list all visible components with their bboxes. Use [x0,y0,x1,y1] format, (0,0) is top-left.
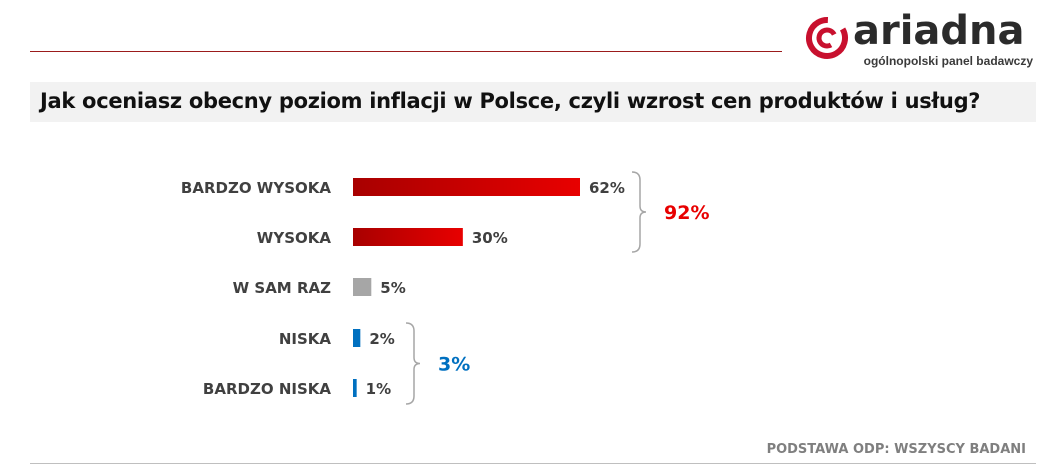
question-text: Jak oceniasz obecny poziom inflacji w Po… [40,89,981,113]
question-banner: Jak oceniasz obecny poziom inflacji w Po… [30,82,1036,122]
group-label-high-total: 92% [664,202,709,224]
bar-just-right [353,278,372,296]
value-label-very-high: 62% [589,179,625,197]
value-label-very-low: 1% [366,380,391,398]
category-label-low: NISKA [279,330,332,348]
ariadna-logo: ariadna ogólnopolski panel badawczy [805,8,1035,70]
header-divider [30,51,782,52]
logo-subtitle: ogólnopolski panel badawczy [863,54,1033,68]
value-label-low: 2% [369,330,394,348]
bar-low [353,329,361,347]
category-label-very-high: BARDZO WYSOKA [181,179,331,197]
ariadna-spiral-icon [806,17,848,59]
value-label-high: 30% [472,229,508,247]
value-label-just-right: 5% [380,279,405,297]
category-label-high: WYSOKA [257,229,332,247]
base-footnote: PODSTAWA ODP: WSZYSCY BADANI [766,442,1026,457]
bar-very-high [353,178,580,196]
bar-high [353,228,463,246]
bar-very-low [353,379,357,397]
group-label-low-total: 3% [438,354,470,376]
logo-wordmark: ariadna [853,8,1025,54]
footer-divider [30,463,1036,464]
bracket-low-total [405,322,421,405]
category-label-very-low: BARDZO NISKA [203,380,331,398]
category-label-just-right: W SAM RAZ [233,279,331,297]
bracket-high-total [631,171,647,253]
